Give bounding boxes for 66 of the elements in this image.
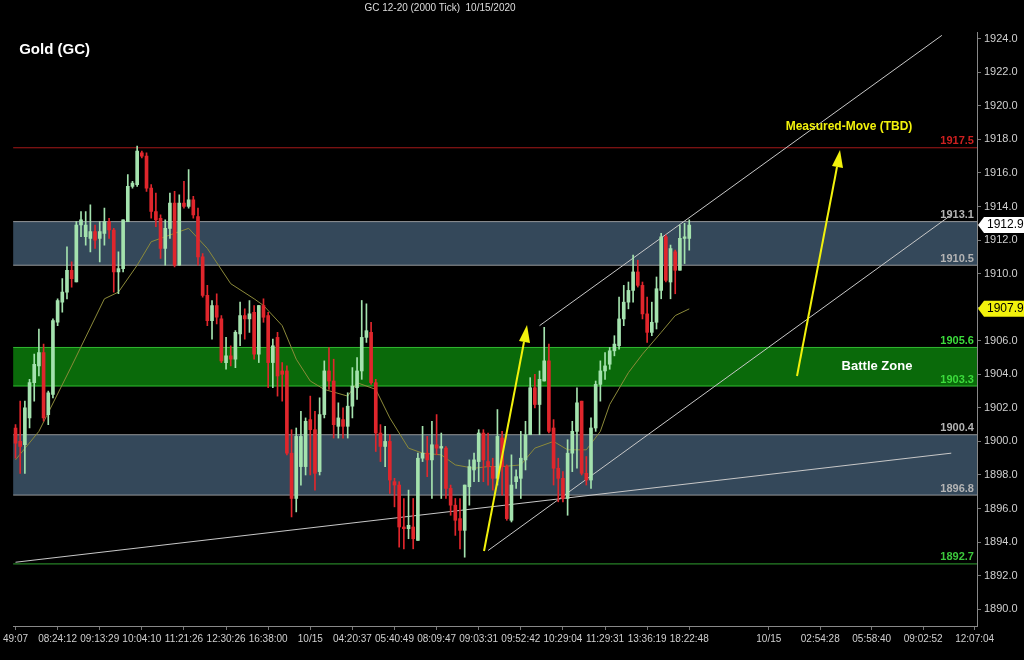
y-tick-label: 1898.0: [984, 468, 1018, 481]
ref-line-label: 1913.1: [940, 208, 974, 221]
y-tick-label: 1922.0: [984, 65, 1018, 78]
x-tick-label: 13:36:19: [627, 632, 668, 644]
candlestick: [603, 352, 607, 380]
x-tick-label: 09:13:29: [80, 632, 120, 644]
candlestick: [97, 221, 102, 263]
y-tick-label: 1896.0: [984, 501, 1018, 514]
ref-line-label: 1905.6: [940, 333, 974, 346]
y-tick-label: 1900.0: [984, 434, 1018, 447]
y-tick-label: 1912.0: [984, 233, 1018, 246]
y-tick-label: 1902.0: [984, 400, 1018, 413]
ref-line-label: 1917.5: [940, 134, 974, 147]
candlestick: [79, 211, 83, 238]
text: 1907.9: [987, 301, 1024, 316]
candlestick: [411, 498, 416, 550]
x-tick-label: 49:07: [3, 632, 29, 644]
y-tick-label: 1914.0: [984, 199, 1018, 212]
ref-line-label: 1896.8: [940, 481, 974, 494]
text: Gold (GC): [19, 39, 90, 57]
y-tick-label: 1910.0: [984, 266, 1018, 279]
x-tick-label: 08:24:12: [38, 632, 78, 644]
candlestick: [327, 347, 331, 390]
x-tick-label: 11:21:26: [164, 632, 204, 644]
x-tick-label: 10:04:10: [122, 632, 162, 644]
band-label: Battle Zone: [841, 358, 913, 374]
x-tick-label: 08:09:47: [417, 632, 457, 644]
x-tick-label: 10:29:04: [543, 632, 583, 644]
y-tick-label: 1894.0: [984, 535, 1018, 548]
y-tick-label: 1892.0: [984, 568, 1018, 581]
x-tick-label: 16:38:00: [248, 632, 289, 644]
candlestick: [224, 337, 228, 370]
y-tick-label: 1904.0: [984, 367, 1018, 380]
x-tick-label: 05:40:49: [375, 632, 415, 644]
y-tick-label: 1890.0: [984, 602, 1018, 615]
x-tick-label: 04:20:37: [332, 632, 373, 644]
candlestick: [430, 420, 434, 499]
ref-line-label: 1892.7: [940, 550, 974, 563]
candlestick: [308, 395, 313, 476]
ref-line-label: 1903.3: [940, 372, 974, 385]
x-tick-label: 05:58:40: [852, 632, 892, 644]
x-tick-label: 12:30:26: [206, 632, 246, 644]
ref-line-label: 1910.5: [940, 251, 974, 264]
y-tick-label: 1924.0: [984, 31, 1018, 44]
y-tick-label: 1916.0: [984, 165, 1018, 178]
x-tick-label: 09:02:52: [903, 632, 944, 644]
y-tick-label: 1918.0: [984, 132, 1018, 145]
candlestick: [242, 308, 247, 340]
y-tick-label: 1920.0: [984, 98, 1018, 111]
text: 1912.9: [987, 217, 1024, 232]
x-tick-label: 09:52:42: [501, 632, 541, 644]
x-tick-label: 10/15: [756, 632, 782, 644]
x-tick-label: 11:29:31: [585, 632, 625, 644]
x-tick-label: 10/15: [297, 632, 324, 644]
candlestick: [228, 345, 233, 367]
candlestick: [425, 436, 430, 477]
candlestick: [18, 400, 23, 474]
x-tick-label: 12:07:04: [955, 632, 995, 644]
ref-line-label: 1900.4: [940, 421, 975, 434]
chart-subtitle: GC 12-20 (2000 Tick) 10/15/2020: [364, 1, 517, 13]
y-tick-label: 1906.0: [984, 333, 1018, 346]
x-tick-label: 18:22:48: [669, 632, 710, 644]
x-tick-label: 02:54:28: [800, 632, 841, 644]
candlestick: [383, 425, 387, 467]
candlestick: [182, 181, 186, 209]
x-tick-label: 09:03:31: [459, 632, 499, 644]
